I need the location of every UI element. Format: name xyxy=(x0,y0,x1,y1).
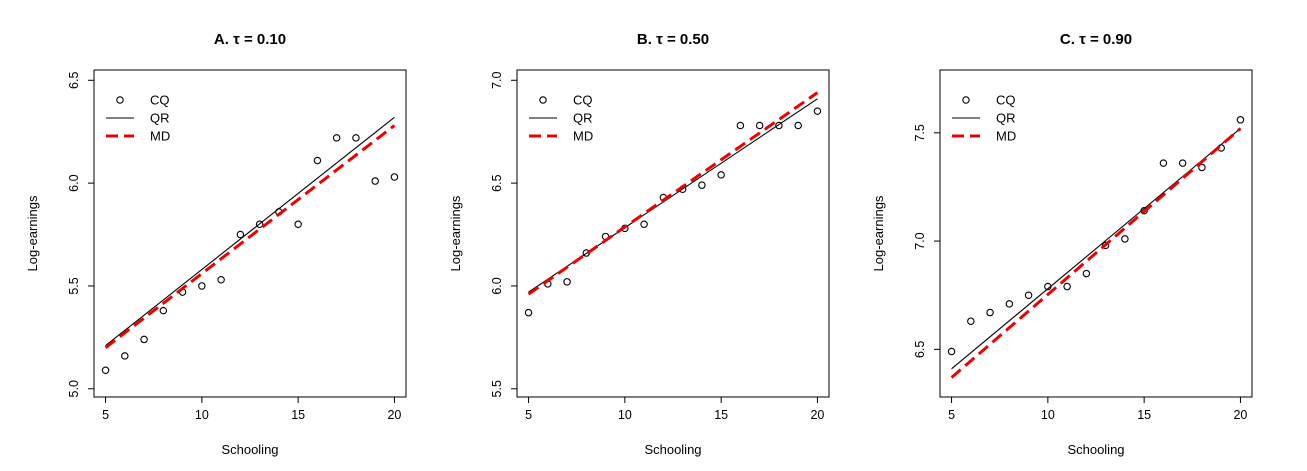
cq-point xyxy=(371,177,379,185)
cq-point xyxy=(947,347,956,356)
legend-label: CQ xyxy=(150,93,170,108)
legend-cq-marker xyxy=(116,96,124,104)
plot-frame xyxy=(516,69,830,398)
y-tick-label: 5.5 xyxy=(490,380,504,397)
cq-point xyxy=(390,173,399,181)
y-tick-label: 6.0 xyxy=(490,277,504,294)
x-tick-label: 20 xyxy=(810,408,824,422)
legend-label: CQ xyxy=(573,93,593,108)
cq-point xyxy=(1236,116,1245,124)
x-axis-label: Schooling xyxy=(1067,442,1124,457)
x-tick-label: 20 xyxy=(1233,408,1247,422)
cq-point xyxy=(121,352,129,360)
cq-point xyxy=(236,230,245,239)
cq-point xyxy=(640,220,648,228)
legend-label: QR xyxy=(573,111,593,126)
md-line xyxy=(527,91,819,296)
x-tick-label: 10 xyxy=(1041,408,1055,422)
cq-point xyxy=(1024,291,1033,299)
qr-line xyxy=(951,128,1241,370)
x-tick-label: 20 xyxy=(387,408,401,422)
panel-1: A. τ = 0.10 5 10 15 20 5.0 5.5 6.0 6.5 Schooling L… xyxy=(25,31,407,457)
y-axis-label: Log-earnings xyxy=(448,195,463,271)
md-line xyxy=(104,124,396,349)
cq-point xyxy=(1101,241,1110,250)
y-tick-label: 7.0 xyxy=(490,72,504,89)
legend-cq-marker xyxy=(962,96,970,104)
y-tick-label: 5.5 xyxy=(67,277,81,294)
cq-point xyxy=(255,220,264,228)
x-axis-label: Schooling xyxy=(644,442,701,457)
x-axis-label: Schooling xyxy=(221,442,278,457)
cq-point xyxy=(563,278,571,286)
cq-point xyxy=(755,121,764,130)
y-tick-label: 7.0 xyxy=(913,232,927,249)
chart-title: C. τ = 0.90 xyxy=(1060,31,1132,48)
x-tick-label: 15 xyxy=(291,408,305,422)
legend-label: MD xyxy=(573,129,593,144)
cq-point xyxy=(140,335,148,344)
qr-line xyxy=(105,116,395,347)
y-axis-label: Log-earnings xyxy=(25,195,40,271)
y-tick-label: 6.5 xyxy=(67,72,81,89)
y-tick-label: 7.5 xyxy=(913,124,927,141)
cq-point xyxy=(717,171,725,179)
x-tick-label: 10 xyxy=(195,408,209,422)
cq-point xyxy=(1121,235,1129,243)
cq-point xyxy=(775,121,783,130)
cq-point xyxy=(1178,159,1187,167)
panel-2: B. τ = 0.50 5 10 15 20 5.5 6.0 6.5 7.0 Schooling L… xyxy=(448,31,830,457)
x-tick-label: 15 xyxy=(1137,408,1151,422)
cq-point xyxy=(524,308,533,317)
plot-frame xyxy=(93,69,407,398)
x-tick-label: 5 xyxy=(102,408,109,422)
y-tick-label: 5.0 xyxy=(67,380,81,397)
cq-point xyxy=(813,107,822,115)
cq-point xyxy=(1082,269,1091,278)
cq-point xyxy=(794,121,802,130)
cq-point xyxy=(1159,159,1168,167)
x-tick-label: 10 xyxy=(618,408,632,422)
cq-point xyxy=(698,181,706,189)
x-tick-label: 5 xyxy=(948,408,955,422)
md-line xyxy=(950,127,1242,379)
cq-point xyxy=(1198,163,1206,172)
plot-frame xyxy=(939,69,1253,398)
cq-point xyxy=(217,276,225,284)
legend-label: CQ xyxy=(996,93,1016,108)
x-tick-label: 5 xyxy=(525,408,532,422)
legend-label: MD xyxy=(996,129,1016,144)
chart-title: B. τ = 0.50 xyxy=(637,31,709,48)
y-tick-label: 6.5 xyxy=(490,174,504,191)
y-tick-label: 6.5 xyxy=(913,341,927,358)
cq-point xyxy=(332,134,341,142)
y-axis-label: Log-earnings xyxy=(871,195,886,271)
cq-point xyxy=(1063,282,1071,291)
cq-point xyxy=(1005,300,1014,308)
panel-3: C. τ = 0.90 5 10 15 20 6.5 7.0 7.5 Schooling Log-… xyxy=(871,31,1253,457)
legend-label: MD xyxy=(150,129,170,144)
qr-line xyxy=(528,98,818,293)
chart-title: A. τ = 0.10 xyxy=(214,31,286,48)
cq-point xyxy=(736,121,745,130)
cq-point xyxy=(986,308,994,317)
cq-point xyxy=(159,306,168,315)
legend-label: QR xyxy=(150,111,170,126)
cq-point xyxy=(294,220,302,228)
cq-point xyxy=(313,156,322,165)
x-tick-label: 15 xyxy=(714,408,728,422)
cq-point xyxy=(967,317,975,325)
cq-point xyxy=(352,134,360,142)
cq-point xyxy=(198,282,206,290)
legend-cq-marker xyxy=(539,96,547,104)
legend-label: QR xyxy=(996,111,1016,126)
cq-point xyxy=(101,366,110,375)
y-tick-label: 6.0 xyxy=(67,174,81,191)
